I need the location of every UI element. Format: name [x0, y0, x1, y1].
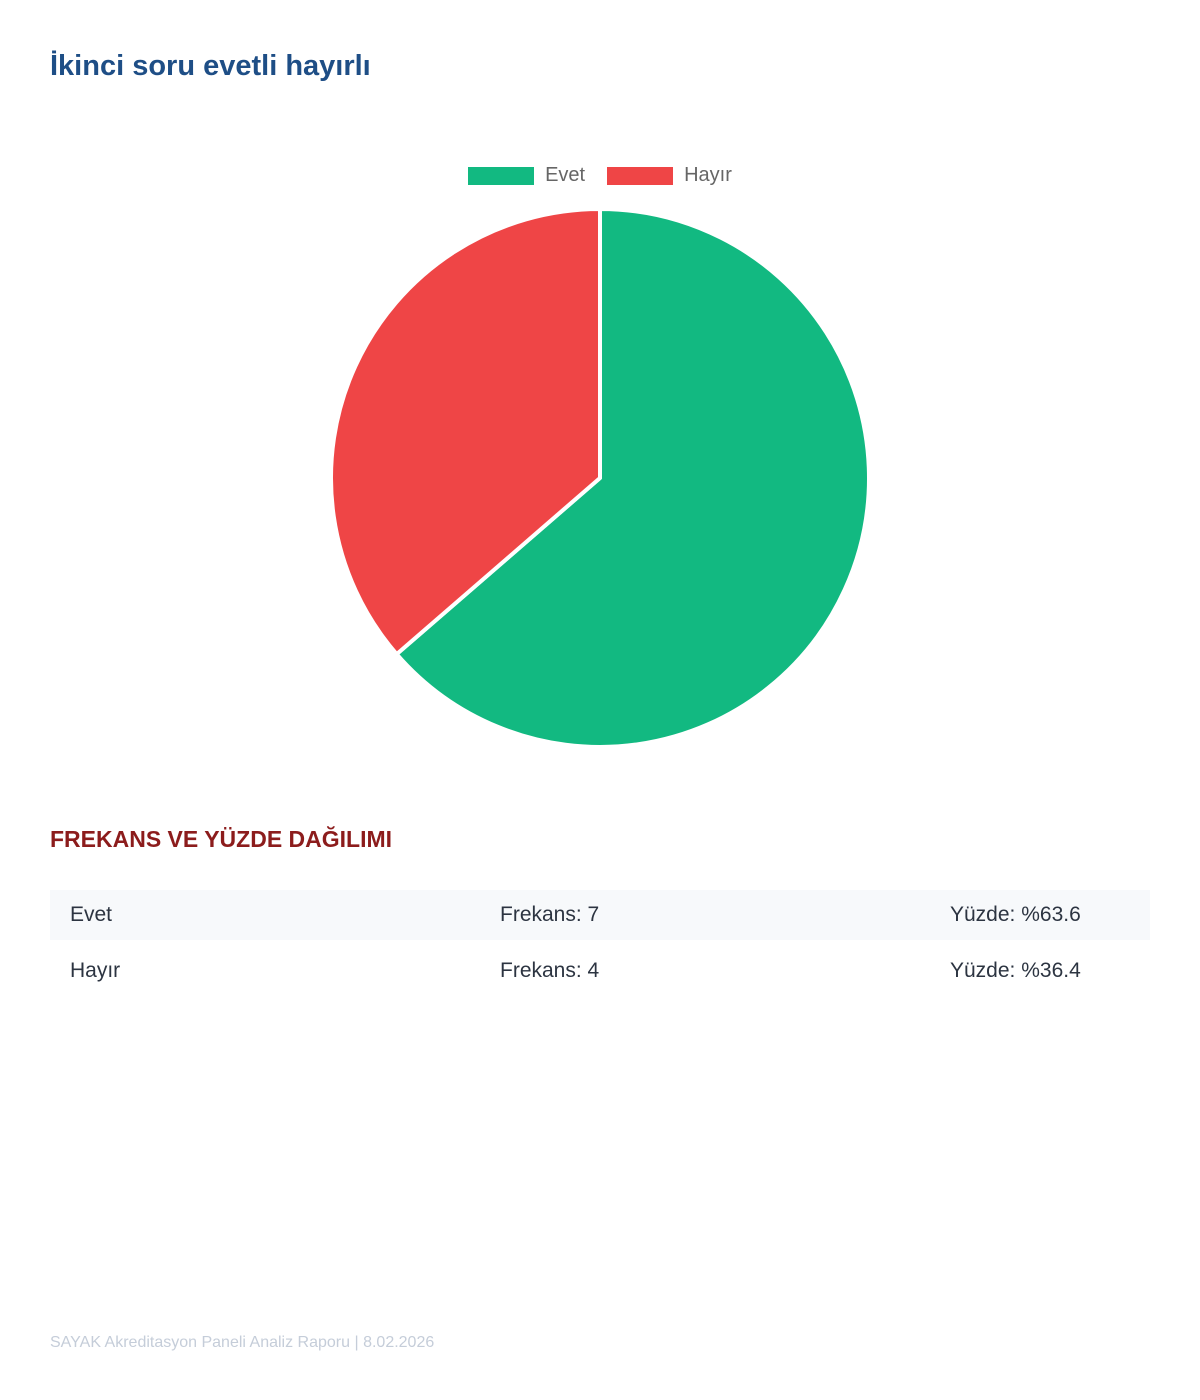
pie-slice-hayir[interactable]: [329, 207, 602, 657]
legend-label-hayir: Hayır: [684, 164, 732, 186]
pie-slice-evet[interactable]: [394, 207, 871, 749]
report-footer: SAYAK Akreditasyon Paneli Analiz Raporu …: [50, 1334, 435, 1351]
row-percent: Yüzde: %36.4: [950, 959, 1081, 982]
row-label: Evet: [70, 903, 113, 926]
row-frequency: Frekans: 7: [500, 903, 600, 926]
row-frequency: Frekans: 4: [500, 959, 600, 982]
legend-item-evet[interactable]: Evet: [468, 164, 585, 187]
table-row: Evet Frekans: 7 Yüzde: %63.6: [50, 890, 1150, 940]
chart-legend: Evet Hayır: [0, 164, 1200, 187]
legend-label-evet: Evet: [545, 164, 586, 186]
frequency-table: Evet Frekans: 7 Yüzde: %63.6 Hayır Freka…: [50, 890, 1150, 996]
page-title: İkinci soru evetli hayırlı: [50, 50, 371, 82]
table-row: Hayır Frekans: 4 Yüzde: %36.4: [50, 946, 1150, 996]
section-title: FREKANS VE YÜZDE DAĞILIMI: [50, 826, 393, 852]
row-label: Hayır: [70, 959, 121, 982]
pie-chart: [329, 207, 871, 749]
legend-item-hayir[interactable]: Hayır: [607, 164, 732, 187]
legend-swatch-evet: [468, 166, 535, 185]
legend-swatch-hayir: [607, 166, 674, 185]
row-percent: Yüzde: %63.6: [950, 903, 1081, 926]
